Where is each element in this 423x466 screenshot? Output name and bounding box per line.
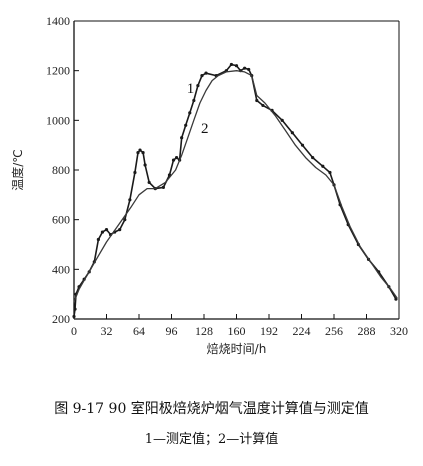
series-1-point [118,228,122,232]
y-tick-label: 1000 [46,113,70,127]
figure-caption: 图 9-17 90 室阳极焙烧炉烟气温度计算值与测定值 [54,401,369,417]
series-2-line [73,70,398,303]
figure-legend-caption: 1—测定值；2—计算值 [144,432,279,447]
series-1-point [311,155,315,160]
series-1-point [255,98,259,103]
series-1-point [321,164,325,168]
series-1-point [161,185,165,189]
series-1-point [261,103,265,108]
x-tick-label: 224 [293,324,311,338]
x-tick-label: 288 [358,324,376,338]
tick-marks [73,20,400,320]
series-1-point [180,136,184,140]
x-tick-label: 96 [166,324,178,338]
x-tick-label: 320 [390,324,408,338]
series-1-point [234,64,239,68]
tick-labels: 0 32 64 96 128 160 192 224 256 288 320 200 400 600 800… [46,14,408,338]
series-1-point [141,151,145,155]
y-tick-label: 1400 [46,14,70,28]
y-tick-label: 600 [52,213,70,227]
series-1-point [100,230,105,234]
series-1-point [192,98,196,103]
series-2-label: 2 [201,121,209,137]
series-1-point [290,131,294,135]
x-tick-label: 64 [133,324,145,338]
series-1-point [247,67,251,72]
series-1-point [104,228,109,232]
x-tick-label: 0 [71,324,77,338]
x-tick-label: 256 [325,324,343,338]
series-1-point [204,71,208,75]
y-tick-label: 400 [52,262,70,276]
series-1-point [184,123,188,127]
y-tick-label: 1200 [46,64,70,78]
x-tick-label: 32 [101,324,113,338]
y-tick-label: 800 [52,163,70,177]
series-1-point [136,151,140,155]
series-1-point [128,198,132,202]
series-1-point [72,314,76,319]
series-1-point [243,66,247,70]
x-tick-label: 128 [195,324,213,338]
series-1-point [300,143,305,147]
series-1-point [138,148,142,152]
series-1-point [328,170,332,175]
y-tick-label: 200 [52,312,70,326]
series-1-point [188,111,192,115]
series-1-point [143,163,147,167]
series-1-point [73,307,77,311]
y-axis-label: 温度/℃ [10,149,25,191]
temperature-chart: 0 32 64 96 128 160 192 224 256 288 320 200 400 600 800… [10,14,408,356]
series-1-point [171,158,176,162]
series-1-point [147,180,151,185]
series-1-point [96,237,100,242]
series-1-point [280,118,284,122]
series-1-point [123,218,127,222]
series-1-point [133,170,137,175]
series-layer: 12 [72,62,398,319]
series-1-label: 1 [187,81,195,97]
series-1-point [196,83,200,88]
series-1-point [200,74,204,78]
series-1-point [174,155,179,160]
series-1-point [229,62,234,67]
series-1-line [73,63,397,318]
x-tick-label: 160 [228,324,246,338]
x-tick-label: 192 [260,324,278,338]
x-axis-label: 焙烧时间/h [207,341,267,356]
